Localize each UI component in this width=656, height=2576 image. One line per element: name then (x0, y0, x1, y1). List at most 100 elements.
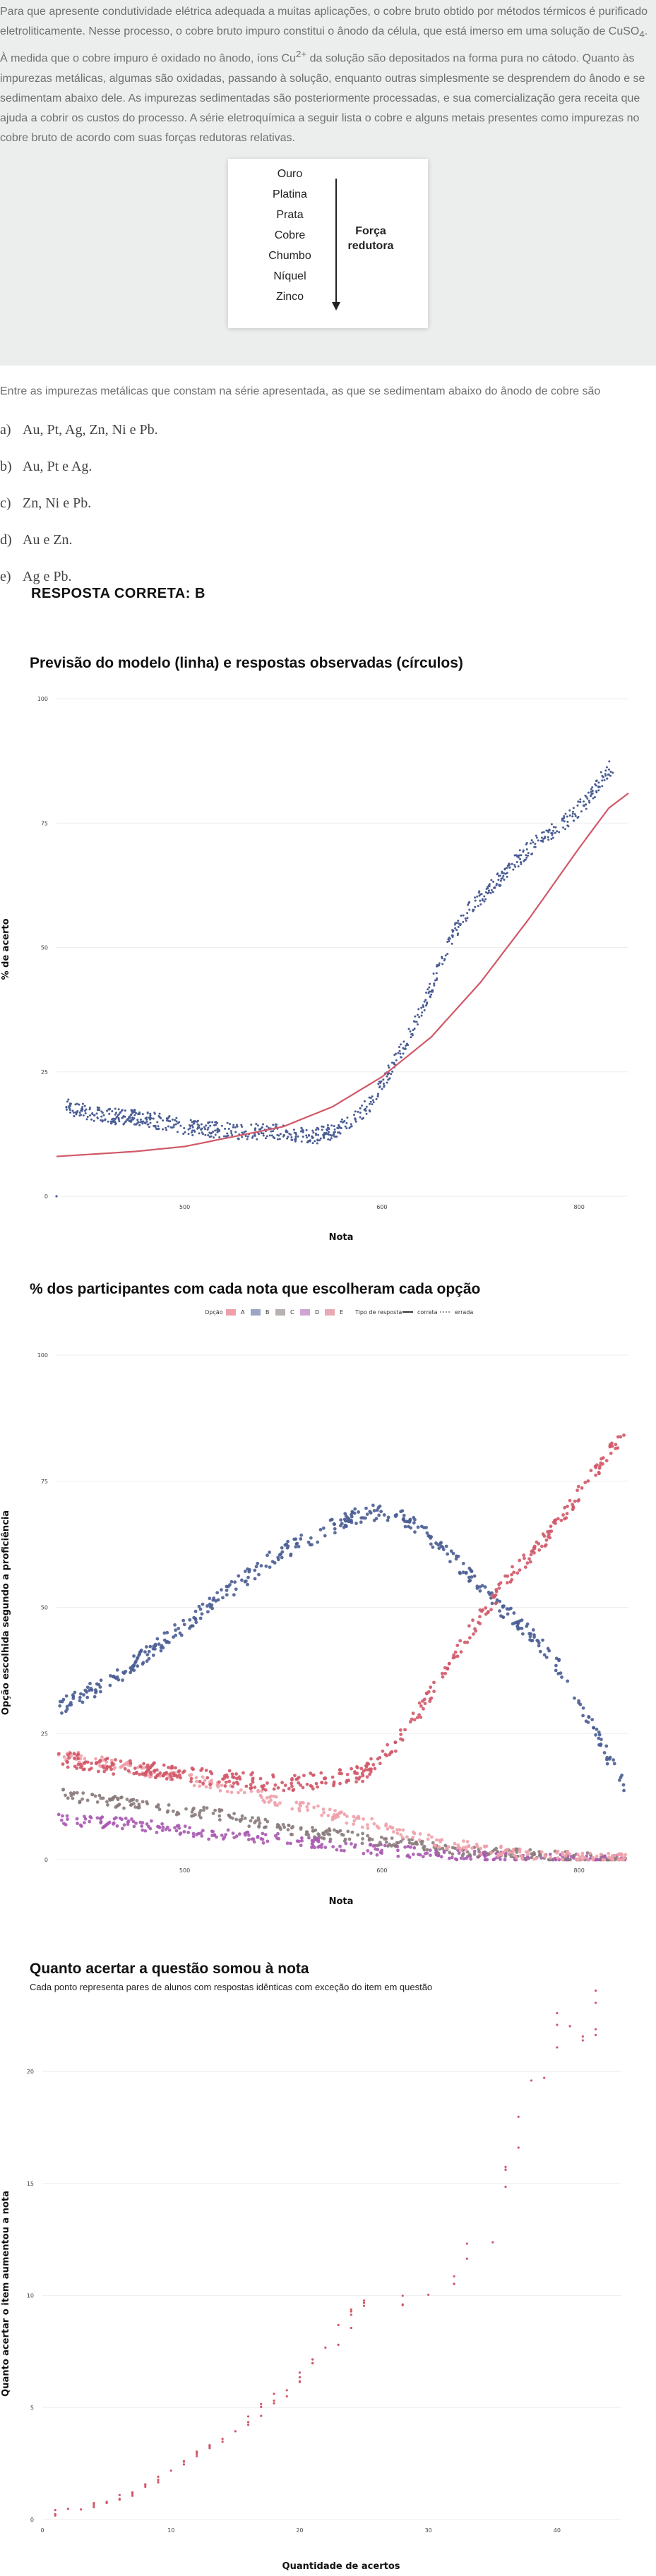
chart2-point-a (584, 1719, 588, 1723)
chart2-point-b (309, 1771, 313, 1776)
chart2-point-a (229, 1579, 234, 1584)
chart2-point-a (198, 1616, 203, 1620)
chart2-point-e (226, 1828, 230, 1832)
chart2-point-a (478, 1589, 482, 1593)
option-a[interactable]: a) Au, Pt, Ag, Zn, Ni e Pb. (0, 422, 158, 438)
chart1-observed-point (462, 920, 465, 923)
chart2-point-c (278, 1801, 282, 1805)
chart2-point-b (503, 1574, 507, 1578)
chart2-point-d (190, 1814, 193, 1818)
chart2-point-b (208, 1783, 213, 1786)
chart2-point-a (79, 1692, 83, 1696)
chart2-point-a (73, 1690, 77, 1695)
chart1-observed-point (415, 1021, 418, 1023)
chart2-point-e (411, 1853, 415, 1856)
chart2-point-a (597, 1730, 601, 1734)
chart3-point (594, 2033, 597, 2037)
chart1-observed-point (345, 1127, 348, 1130)
chart2-point-b (508, 1580, 513, 1584)
chart2-point-a (145, 1653, 150, 1656)
chart1-observed-point (429, 990, 432, 993)
chart3-point (144, 2486, 147, 2488)
chart1-observed-point (558, 831, 561, 833)
chart2-point-e (99, 1821, 103, 1825)
chart2-point-e (472, 1849, 477, 1853)
chart2-point-e (138, 1820, 143, 1824)
option-b[interactable]: b) Au, Pt e Ag. (0, 459, 92, 475)
chart2-point-e (276, 1831, 280, 1836)
chart1-observed-point (541, 839, 544, 842)
chart2-point-a (306, 1540, 311, 1544)
chart2-point-d (422, 1844, 427, 1848)
option-c[interactable]: c) Zn, Ni e Pb. (0, 495, 91, 512)
chart2-point-d (247, 1824, 251, 1829)
option-d[interactable]: d) Au e Zn. (0, 532, 73, 548)
option-e[interactable]: e) Ag e Pb. (0, 569, 71, 585)
force-label-line2: redutora (347, 240, 394, 252)
chart2-point-a (537, 1644, 541, 1648)
chart1-observed-point (126, 1118, 129, 1121)
chart2-point-b (547, 1529, 551, 1534)
chart1-observed-point (332, 1133, 335, 1136)
chart1-observed-point (311, 1142, 314, 1145)
chart1-observed-point (590, 790, 592, 793)
chart1-observed-point (80, 1109, 83, 1112)
chart2-point-b (142, 1762, 145, 1766)
chart1-observed-point (123, 1122, 126, 1125)
chart2-point-a (328, 1518, 333, 1522)
chart2-point-d (69, 1793, 73, 1798)
chart1-observed-point (97, 1108, 100, 1111)
chart2-point-b (262, 1783, 266, 1788)
chart2-point-e (234, 1834, 239, 1838)
chart2-point-c (426, 1837, 430, 1841)
chart1-observed-point (130, 1113, 133, 1116)
chart2-point-b (266, 1781, 269, 1785)
chart1-observed-point (350, 1125, 353, 1128)
chart1-observed-point (230, 1132, 233, 1135)
chart1-observed-point (499, 874, 501, 877)
chart2-point-c (321, 1807, 326, 1811)
chart2-point-c (320, 1813, 324, 1817)
chart1-observed-point (481, 898, 484, 901)
chart2-point-e (160, 1822, 165, 1826)
chart2-point-b (172, 1771, 175, 1776)
chart2-point-e (429, 1853, 432, 1858)
chart2-point-b (446, 1666, 450, 1671)
chart2-ytick: 0 (44, 1857, 48, 1863)
chart3-point (504, 2168, 507, 2171)
chart1-observed-point (399, 1043, 402, 1046)
chart2-point-a (155, 1637, 160, 1641)
chart2-point-c (620, 1853, 624, 1858)
chart2-point-a (374, 1517, 378, 1521)
chart1-observed-point (189, 1119, 192, 1121)
chart1-observed-point (492, 880, 495, 883)
chart1-observed-point (372, 1101, 375, 1104)
chart2-point-b (354, 1780, 358, 1784)
chart3-point (504, 2185, 507, 2189)
chart2-point-b (527, 1557, 531, 1561)
chart1-observed-point (272, 1136, 275, 1138)
chart2-point-e (300, 1838, 304, 1843)
chart3-point (581, 2035, 584, 2038)
chart1-observed-point (117, 1108, 120, 1111)
chart2-point-d (71, 1796, 75, 1800)
chart2-point-b (518, 1568, 522, 1572)
chart2-point-a (541, 1638, 544, 1642)
chart2-legend: Opção A B C D E Tipo de resposta correta… (205, 1309, 473, 1316)
chart1-observed-point (149, 1112, 152, 1115)
chart1-observed-point (236, 1125, 239, 1128)
chart2-point-b (371, 1763, 376, 1767)
chart2-point-c (204, 1785, 208, 1789)
chart2-point-e (342, 1848, 346, 1853)
chart1-observed-point (479, 893, 482, 896)
chart2-point-c (297, 1807, 301, 1811)
chart2-point-e (196, 1831, 201, 1836)
chart1-observed-point (409, 1030, 412, 1033)
chart2-point-c (435, 1838, 439, 1842)
chart2-point-e (201, 1829, 205, 1833)
chart2-point-a (257, 1572, 261, 1577)
chart3-point (530, 2079, 533, 2082)
chart1-observed-point (218, 1136, 221, 1138)
chart1-observed-point (502, 874, 505, 877)
chart1-observed-point (214, 1133, 217, 1136)
